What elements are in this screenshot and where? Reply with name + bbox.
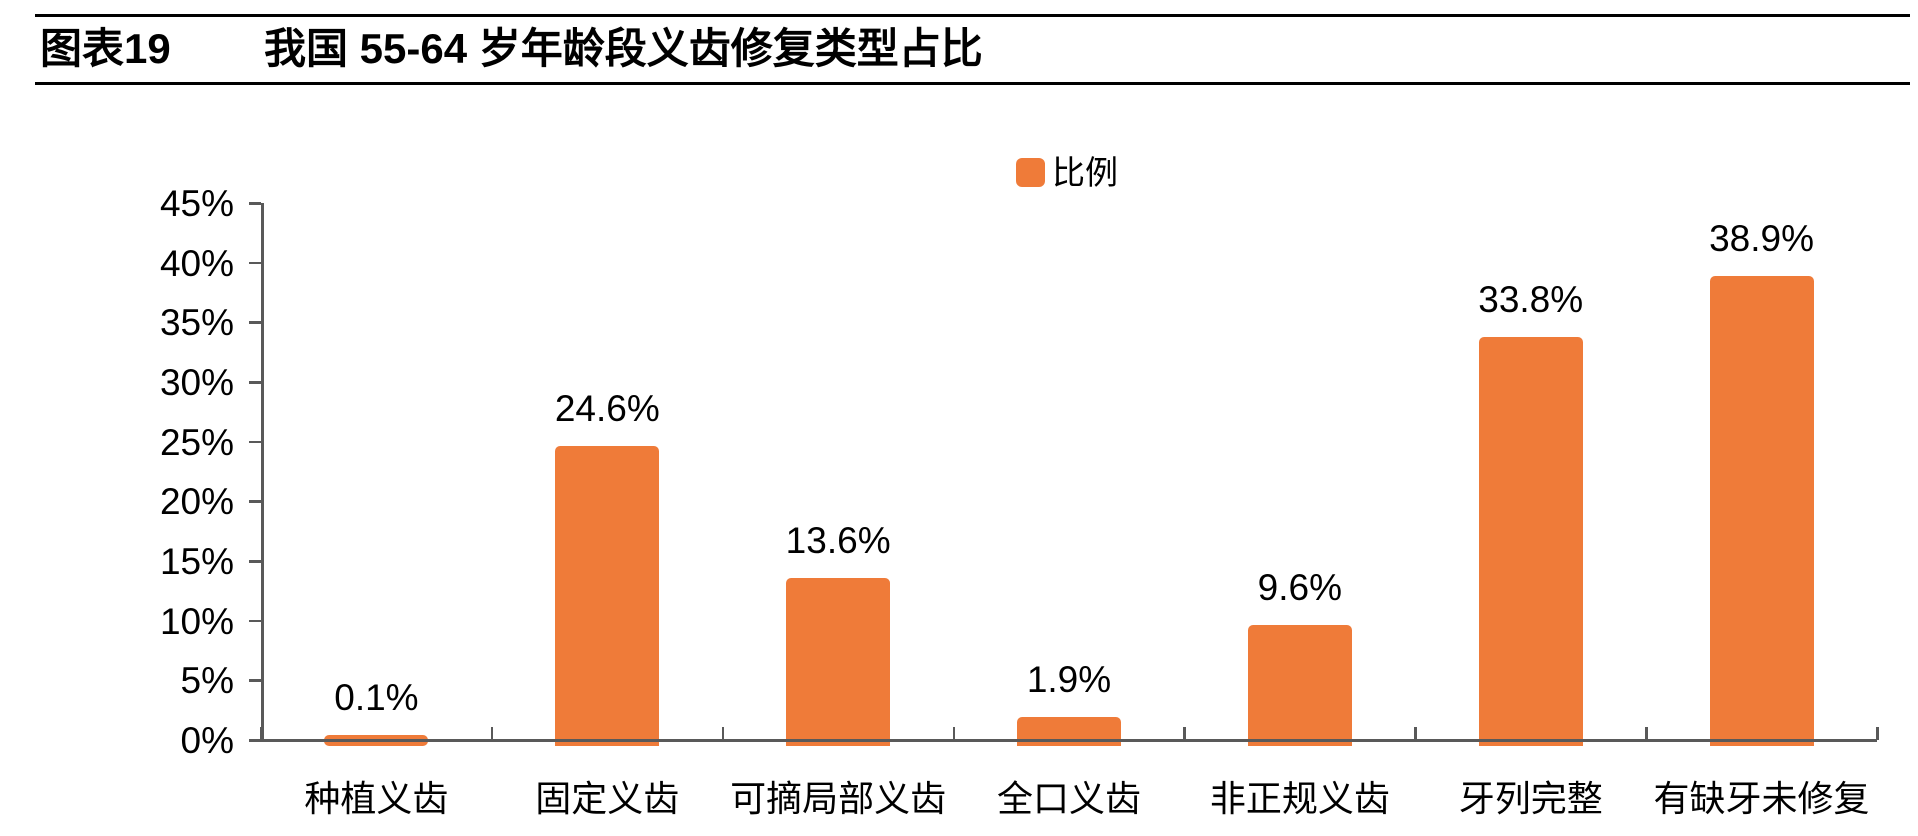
y-axis-tick-label: 5% (180, 660, 234, 702)
chart-legend: 比例 (1016, 156, 1118, 189)
y-axis-tick (249, 619, 261, 623)
y-axis-tick-label: 0% (180, 720, 234, 761)
y-axis-tick (249, 679, 261, 682)
y-axis-tick-label: 20% (159, 481, 234, 523)
figure-number: 图表19 (40, 25, 171, 72)
x-axis-category-label: 可摘局部义齿 (730, 778, 947, 819)
x-axis-tick (490, 727, 494, 740)
y-axis-tick-label: 45% (159, 183, 234, 224)
y-axis-tick (249, 560, 261, 563)
bar-固定义齿 (555, 446, 660, 746)
x-axis-category-label: 种植义齿 (304, 778, 449, 819)
y-axis-tick (249, 381, 261, 384)
y-axis-tick (249, 321, 261, 324)
y-axis-tick-label: 35% (159, 302, 234, 344)
y-axis-tick-label: 30% (159, 362, 234, 403)
y-axis-tick-label: 40% (159, 242, 234, 284)
x-axis-tick (1183, 727, 1186, 740)
bar-value-label: 33.8% (1478, 278, 1584, 320)
x-axis-category-label: 非正规义齿 (1209, 778, 1390, 819)
x-axis-category-label: 固定义齿 (535, 778, 680, 819)
x-axis-line (261, 738, 1877, 742)
x-axis-tick (260, 727, 263, 740)
bar-value-label: 9.6% (1257, 567, 1343, 609)
x-axis-tick (952, 727, 956, 740)
bar-全口义齿 (1017, 717, 1121, 746)
bar-value-label: 24.6% (554, 388, 660, 430)
title-top-rule (35, 14, 1910, 17)
bar-非正规义齿 (1247, 625, 1352, 746)
bar-牙列完整 (1478, 336, 1583, 746)
x-axis-category-label: 全口义齿 (996, 778, 1142, 819)
y-axis-tick (249, 202, 261, 205)
y-axis-tick (249, 500, 261, 503)
figure-title: 我国 55-64 岁年龄段义齿修复类型占比 (264, 25, 983, 72)
title-bottom-rule (35, 82, 1910, 85)
x-axis-tick (1645, 727, 1648, 740)
y-axis-line (261, 203, 264, 742)
y-axis-tick-label: 15% (159, 541, 234, 582)
bar-value-label: 13.6% (785, 519, 891, 561)
x-axis-category-label: 牙列完整 (1458, 778, 1603, 819)
x-axis-tick (1414, 727, 1417, 740)
x-axis-tick (721, 727, 725, 740)
y-axis-tick (249, 440, 261, 444)
legend-series-label: 比例 (1052, 154, 1118, 191)
bar-有缺牙未修复 (1709, 275, 1814, 746)
bar-value-label: 0.1% (334, 677, 419, 718)
bar-value-label: 1.9% (1026, 659, 1112, 701)
y-axis-tick (249, 261, 261, 265)
y-axis-tick-label: 25% (159, 421, 234, 463)
legend-swatch-icon (1016, 158, 1045, 187)
bar-可摘局部义齿 (786, 577, 891, 746)
y-axis-tick (249, 739, 261, 742)
y-axis-tick-label: 10% (159, 600, 234, 642)
x-axis-category-label: 有缺牙未修复 (1653, 778, 1870, 819)
bar-value-label: 38.9% (1709, 217, 1815, 259)
x-axis-tick (1876, 727, 1879, 740)
